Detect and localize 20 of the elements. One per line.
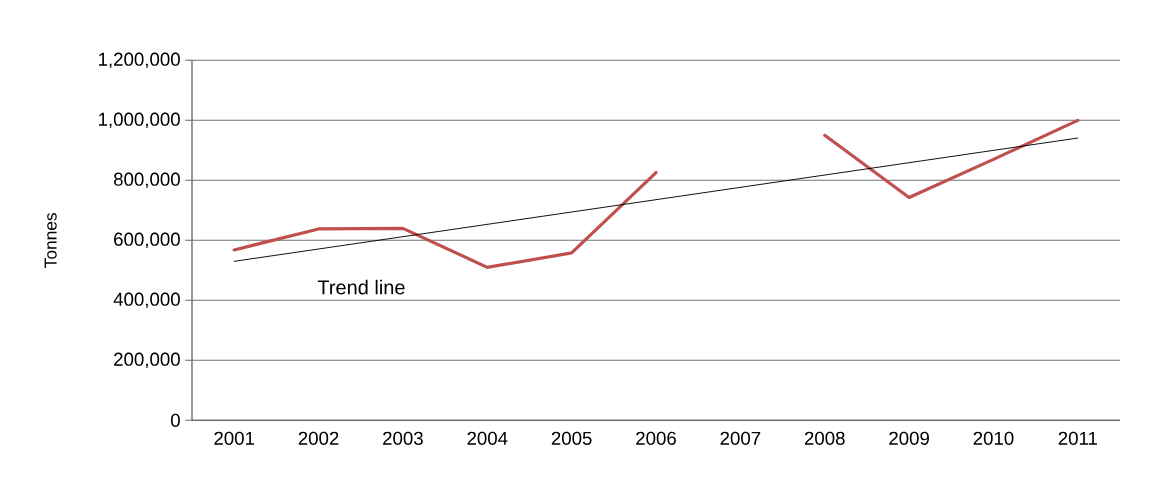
x-tick-label: 2011 — [1058, 431, 1097, 445]
x-tick-label: 2002 — [298, 431, 339, 445]
x-tick-label: 2005 — [551, 431, 592, 445]
x-tick-label: 2008 — [804, 431, 845, 445]
x-tick-label: 2009 — [889, 431, 929, 445]
x-tick-label: 2001 — [214, 431, 255, 445]
x-tick-label: 2006 — [636, 431, 676, 445]
y-tick-label: 1,000,000 — [99, 112, 180, 129]
y-tick-label: 0 — [170, 413, 180, 427]
y-tick-label: 1,200,000 — [99, 52, 180, 69]
annotation: Trend line — [317, 279, 405, 295]
x-tick-label: 2003 — [383, 431, 423, 445]
y-axis-title: Tonnes — [44, 213, 57, 268]
x-tick-label: 2010 — [973, 431, 1014, 445]
x-tick-label: 2007 — [720, 431, 761, 445]
y-tick-label: 400,000 — [113, 292, 180, 309]
x-tick-label: 2004 — [467, 431, 508, 445]
y-tick-label: 200,000 — [114, 352, 180, 369]
y-tick-label: 600,000 — [114, 232, 180, 249]
y-tick-label: 800,000 — [113, 172, 180, 189]
